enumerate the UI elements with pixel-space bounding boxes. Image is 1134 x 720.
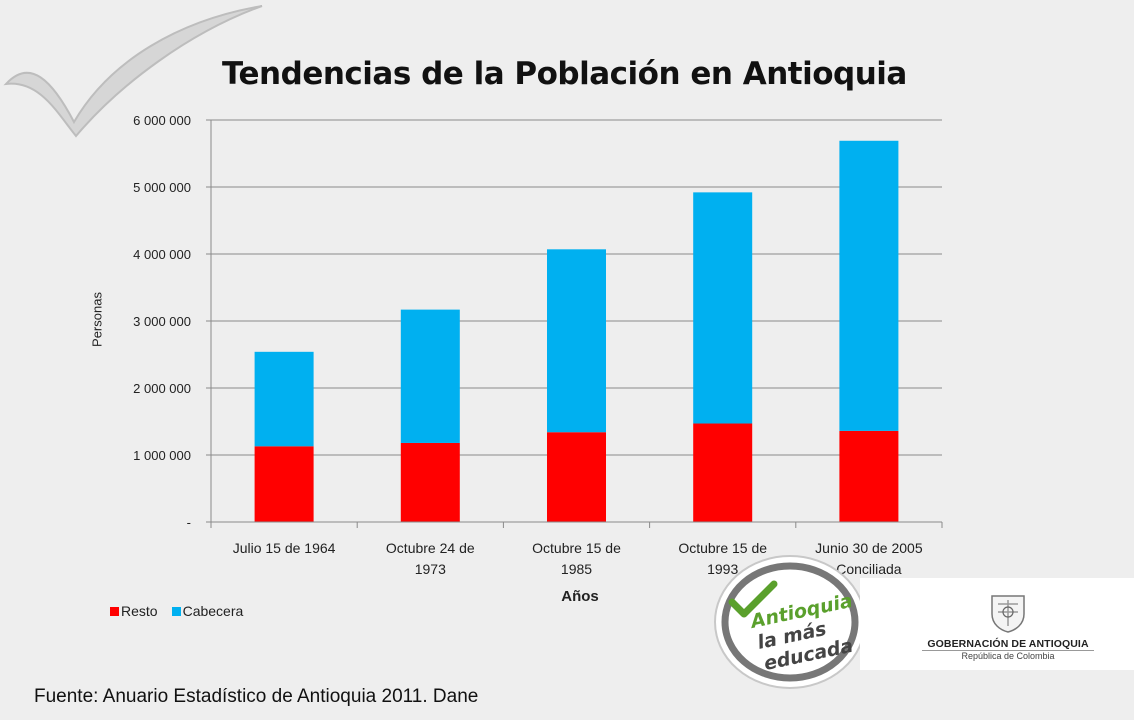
bar-cabecera-1: [400, 309, 460, 443]
x-tick-label: Conciliada: [836, 561, 902, 577]
x-tick-label: 1985: [561, 561, 592, 577]
gridlines: [211, 119, 942, 456]
x-tick-label: Junio 30 de 2005: [815, 540, 923, 556]
government-divider: [922, 650, 1094, 651]
bar-resto-0: [254, 446, 314, 522]
axes: [206, 119, 943, 528]
bar-resto-1: [400, 442, 460, 522]
x-tick-label: 1973: [415, 561, 446, 577]
y-tick-label: 4 000 000: [133, 247, 191, 262]
bar-resto-3: [693, 423, 753, 522]
y-tick-label: -: [187, 515, 191, 530]
legend-swatch-cabecera: [171, 606, 181, 616]
y-axis-label: Personas: [89, 292, 105, 347]
y-tick-label: 5 000 000: [133, 180, 191, 195]
legend-label-cabecera: Cabecera: [182, 603, 244, 619]
bar-cabecera-4: [839, 140, 899, 431]
legend-entry-resto: Resto: [110, 603, 158, 619]
legend-label-resto: Resto: [121, 603, 158, 619]
bars: [254, 140, 899, 522]
x-axis-label: Años: [561, 588, 599, 605]
chart-title: Tendencias de la Población en Antioquia: [222, 56, 907, 92]
y-tick-label: 6 000 000: [133, 113, 191, 128]
legend: Resto Cabecera: [110, 603, 251, 619]
y-tick-label: 3 000 000: [133, 314, 191, 329]
y-tick-label: 2 000 000: [133, 381, 191, 396]
government-subtitle: República de Colombia: [961, 651, 1055, 661]
bar-cabecera-3: [693, 192, 753, 424]
x-tick-label: Octubre 24 de: [386, 540, 475, 556]
bar-resto-4: [839, 430, 899, 522]
legend-swatch-resto: [110, 606, 119, 616]
source-note: Fuente: Anuario Estadístico de Antioquia…: [34, 686, 479, 707]
tick-labels: - 1 000 000 2 000 000 3 000 000 4 000 000 5 0…: [133, 113, 923, 577]
x-tick-label: Octubre 15 de: [678, 540, 767, 556]
antioquia-educada-seal: Antioquia la más educada: [714, 555, 866, 689]
bar-cabecera-2: [547, 249, 606, 433]
x-tick-label: Julio 15 de 1964: [233, 540, 336, 556]
legend-entry-cabecera: Cabecera: [171, 603, 244, 619]
checkmark-decoration-icon: [3, 5, 263, 138]
coat-of-arms-icon: [991, 595, 1025, 633]
government-name: GOBERNACIÓN DE ANTIOQUIA: [927, 638, 1089, 650]
bar-resto-2: [547, 432, 606, 522]
y-tick-label: 1 000 000: [133, 448, 191, 463]
x-tick-label: 1993: [707, 561, 738, 577]
bar-cabecera-0: [254, 351, 314, 447]
x-tick-label: Octubre 15 de: [532, 540, 621, 556]
